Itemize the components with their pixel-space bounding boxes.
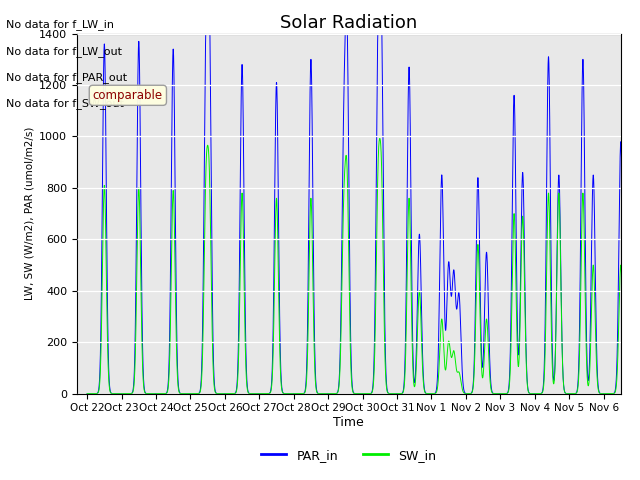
Text: comparable: comparable [93,89,163,102]
Text: No data for f_LW_out: No data for f_LW_out [6,46,122,57]
Y-axis label: LW, SW (W/m2), PAR (umol/m2/s): LW, SW (W/m2), PAR (umol/m2/s) [25,127,35,300]
Text: No data for f_LW_in: No data for f_LW_in [6,19,115,30]
Legend: PAR_in, SW_in: PAR_in, SW_in [257,444,441,467]
Title: Solar Radiation: Solar Radiation [280,14,417,32]
Text: No data for f_PAR_out: No data for f_PAR_out [6,72,127,83]
Text: No data for f_SW_out: No data for f_SW_out [6,98,124,109]
X-axis label: Time: Time [333,416,364,429]
